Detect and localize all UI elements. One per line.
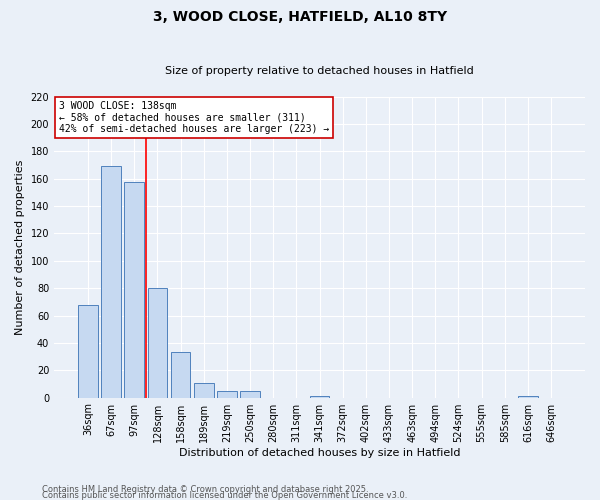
Bar xyxy=(101,166,121,398)
Bar xyxy=(240,390,260,398)
Text: Contains public sector information licensed under the Open Government Licence v3: Contains public sector information licen… xyxy=(42,490,407,500)
Title: Size of property relative to detached houses in Hatfield: Size of property relative to detached ho… xyxy=(165,66,474,76)
Bar xyxy=(148,288,167,398)
Text: 3 WOOD CLOSE: 138sqm
← 58% of detached houses are smaller (311)
42% of semi-deta: 3 WOOD CLOSE: 138sqm ← 58% of detached h… xyxy=(59,101,329,134)
Bar xyxy=(217,390,237,398)
X-axis label: Distribution of detached houses by size in Hatfield: Distribution of detached houses by size … xyxy=(179,448,460,458)
Text: 3, WOOD CLOSE, HATFIELD, AL10 8TY: 3, WOOD CLOSE, HATFIELD, AL10 8TY xyxy=(153,10,447,24)
Bar xyxy=(171,352,190,398)
Bar xyxy=(518,396,538,398)
Bar xyxy=(124,182,144,398)
Bar xyxy=(194,382,214,398)
Text: Contains HM Land Registry data © Crown copyright and database right 2025.: Contains HM Land Registry data © Crown c… xyxy=(42,484,368,494)
Bar xyxy=(78,304,98,398)
Y-axis label: Number of detached properties: Number of detached properties xyxy=(15,160,25,335)
Bar xyxy=(310,396,329,398)
